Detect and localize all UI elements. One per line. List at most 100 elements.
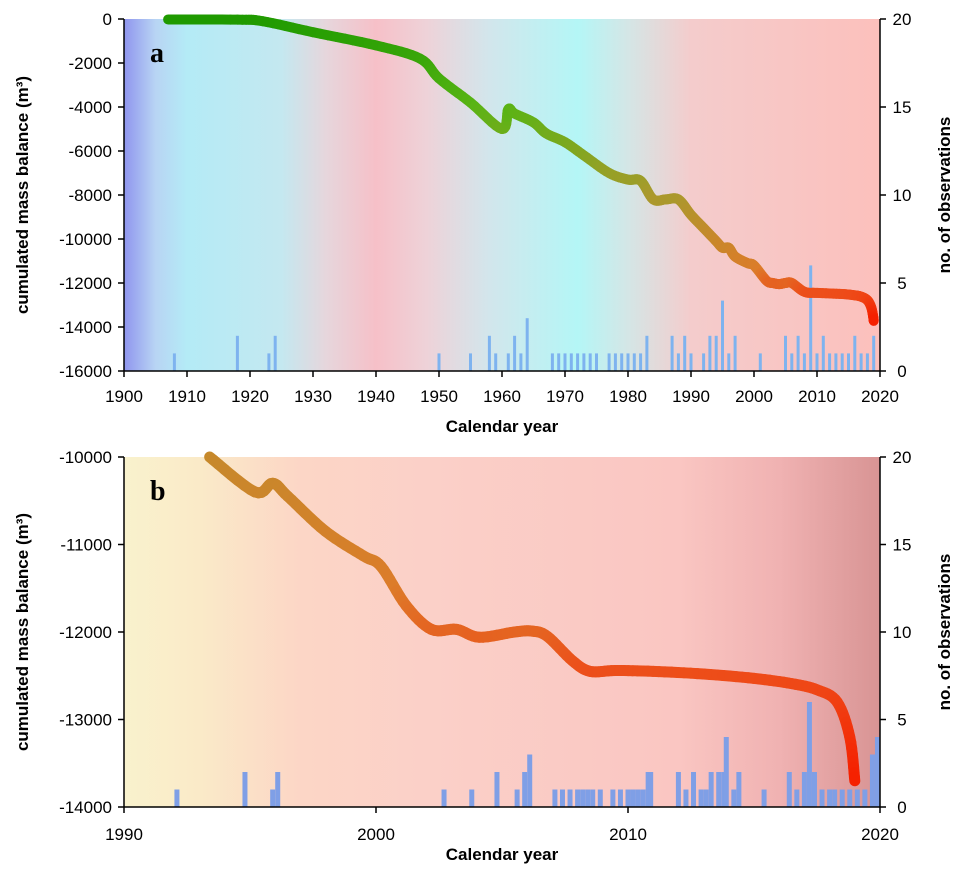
y-left-axis-label: cumulated mass balance (m³) bbox=[13, 513, 32, 751]
observation-bar bbox=[575, 790, 580, 808]
observation-bar bbox=[853, 336, 856, 371]
observation-bar bbox=[820, 790, 825, 808]
observation-bar bbox=[267, 353, 270, 371]
observation-bar bbox=[862, 790, 867, 808]
observation-bar bbox=[551, 353, 554, 371]
observation-bar bbox=[174, 790, 179, 808]
y-right-tick-label: 5 bbox=[897, 711, 906, 730]
plot-background bbox=[124, 19, 880, 371]
observation-bar bbox=[582, 353, 585, 371]
x-tick-label: 2010 bbox=[798, 387, 836, 406]
observation-bar bbox=[526, 318, 529, 371]
y-right-tick-label: 5 bbox=[897, 274, 906, 293]
observation-bar bbox=[610, 790, 615, 808]
x-tick-label: 1910 bbox=[168, 387, 206, 406]
observation-bar bbox=[699, 790, 704, 808]
observation-bar bbox=[762, 790, 767, 808]
y-left-tick-label: 0 bbox=[103, 10, 112, 29]
y-left-tick-label: -8000 bbox=[69, 186, 112, 205]
x-axis-label: Calendar year bbox=[446, 417, 559, 436]
observation-bar bbox=[807, 702, 812, 807]
y-left-axis-label: cumulated mass balance (m³) bbox=[13, 76, 32, 314]
y-right-axis-label: no. of observations bbox=[935, 554, 954, 711]
observation-bar bbox=[590, 790, 595, 808]
y-right-tick-label: 10 bbox=[893, 623, 912, 642]
y-right-tick-label: 15 bbox=[893, 98, 912, 117]
y-right-tick-label: 20 bbox=[893, 448, 912, 467]
observation-bar bbox=[715, 336, 718, 371]
observation-bar bbox=[724, 737, 729, 807]
observation-bar bbox=[727, 353, 730, 371]
observation-bar bbox=[704, 790, 709, 808]
observation-bar bbox=[580, 790, 585, 808]
observation-bar bbox=[494, 772, 499, 807]
observation-bar bbox=[812, 772, 817, 807]
observation-bar bbox=[560, 790, 565, 808]
observation-bar bbox=[832, 790, 837, 808]
y-left-tick-label: -4000 bbox=[69, 98, 112, 117]
observation-bar bbox=[639, 353, 642, 371]
observation-bar bbox=[676, 772, 681, 807]
observation-bar bbox=[488, 336, 491, 371]
x-tick-label: 1920 bbox=[231, 387, 269, 406]
y-left-tick-label: -16000 bbox=[59, 362, 112, 381]
x-tick-label: 2000 bbox=[735, 387, 773, 406]
observation-bar bbox=[797, 336, 800, 371]
observation-bar bbox=[809, 265, 812, 371]
observation-bar bbox=[683, 790, 688, 808]
y-right-axis-label: no. of observations bbox=[935, 117, 954, 274]
x-tick-label: 2020 bbox=[861, 825, 899, 844]
observation-bar bbox=[557, 353, 560, 371]
panel-label: a bbox=[150, 38, 164, 69]
x-tick-label: 2020 bbox=[861, 387, 899, 406]
y-left-tick-label: -14000 bbox=[59, 318, 112, 337]
observation-bar bbox=[708, 336, 711, 371]
observation-bar bbox=[519, 353, 522, 371]
x-tick-label: 1940 bbox=[357, 387, 395, 406]
observation-bar bbox=[527, 755, 532, 808]
x-tick-label: 1990 bbox=[105, 825, 143, 844]
x-tick-label: 1960 bbox=[483, 387, 521, 406]
observation-bar bbox=[507, 353, 510, 371]
observation-bar bbox=[620, 353, 623, 371]
observation-bar bbox=[585, 790, 590, 808]
observation-bar bbox=[784, 336, 787, 371]
observation-bar bbox=[274, 336, 277, 371]
observation-bar bbox=[626, 790, 631, 808]
observation-bar bbox=[787, 772, 792, 807]
x-tick-label: 2000 bbox=[357, 825, 395, 844]
y-right-tick-label: 0 bbox=[897, 798, 906, 817]
observation-bar bbox=[759, 353, 762, 371]
observation-bar bbox=[568, 790, 573, 808]
observation-bar bbox=[671, 336, 674, 371]
observation-bar bbox=[716, 772, 721, 807]
y-left-tick-label: -10000 bbox=[59, 230, 112, 249]
observation-bar bbox=[469, 353, 472, 371]
y-right-tick-label: 10 bbox=[893, 186, 912, 205]
observation-bar bbox=[442, 790, 447, 808]
observation-bar bbox=[803, 353, 806, 371]
y-left-tick-label: -2000 bbox=[69, 54, 112, 73]
x-tick-label: 1930 bbox=[294, 387, 332, 406]
observation-bar bbox=[855, 790, 860, 808]
observation-bar bbox=[822, 336, 825, 371]
observation-bar bbox=[827, 790, 832, 808]
x-tick-label: 2010 bbox=[609, 825, 647, 844]
observation-bar bbox=[494, 353, 497, 371]
x-tick-label: 1950 bbox=[420, 387, 458, 406]
observation-bar bbox=[608, 353, 611, 371]
y-left-tick-label: -6000 bbox=[69, 142, 112, 161]
observation-bar bbox=[794, 790, 799, 808]
x-tick-label: 1900 bbox=[105, 387, 143, 406]
observation-bar bbox=[691, 772, 696, 807]
observation-bar bbox=[633, 353, 636, 371]
x-tick-label: 1990 bbox=[672, 387, 710, 406]
observation-bar bbox=[860, 353, 863, 371]
observation-bar bbox=[627, 353, 630, 371]
observation-bar bbox=[564, 353, 567, 371]
observation-bar bbox=[438, 353, 441, 371]
observation-bar bbox=[552, 790, 557, 808]
y-right-tick-label: 20 bbox=[893, 10, 912, 29]
